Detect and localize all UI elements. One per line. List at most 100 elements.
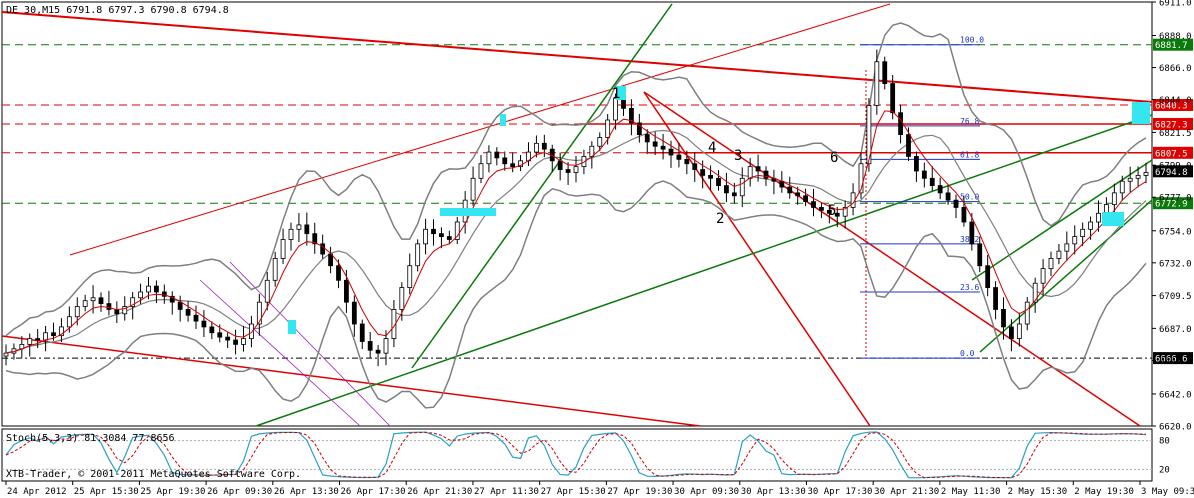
candle-body — [154, 285, 159, 293]
candle-body — [454, 221, 460, 240]
purple-channel-1 — [199, 279, 361, 427]
candle-body — [98, 297, 104, 305]
candle-body — [177, 301, 183, 310]
candle-body — [914, 156, 919, 172]
price-label: 6772.9 — [1155, 200, 1188, 210]
candle-body — [351, 301, 357, 325]
candle-body — [842, 207, 848, 217]
candle-body — [700, 169, 706, 176]
candle-body — [201, 320, 207, 328]
y-tick-label: 6799.0 — [1159, 162, 1192, 172]
fib-level-label: 23.6 — [960, 283, 979, 292]
candle-body — [423, 228, 428, 245]
candle-body — [890, 83, 896, 114]
candle-body — [534, 142, 539, 153]
x-tick-label: 30 Apr 21:30 — [874, 487, 939, 497]
candle-body — [1040, 268, 1046, 284]
price-label-box — [1153, 197, 1193, 210]
horizontal-levels: 6881.76840.36827.36807.56794.86772.96666… — [2, 38, 1193, 365]
candle-body — [739, 177, 745, 197]
wave-label: 1 — [612, 86, 620, 102]
y-tick-label: 6732.0 — [1159, 259, 1192, 269]
candle-body — [359, 323, 365, 342]
y-tick-label: 6866.0 — [1159, 64, 1192, 74]
copyright-text: XTB-Trader, © 2001-2011 MetaQuotes Softw… — [6, 469, 301, 480]
y-tick-label: 6620.0 — [1159, 423, 1192, 433]
candle-body — [977, 243, 983, 267]
y-tick-label: 6888.0 — [1159, 32, 1192, 42]
candle-body — [1064, 243, 1070, 252]
moving-average-line — [5, 110, 1147, 354]
candle-body — [510, 163, 516, 168]
x-tick-label: 2 May 15:30 — [1008, 487, 1068, 497]
candle-body — [1072, 236, 1078, 245]
x-tick-label: 26 Apr 09:30 — [207, 487, 272, 497]
candle-body — [470, 177, 476, 201]
wave-labels: 1 2 3 4 5 6 — [612, 86, 838, 227]
candle-body — [27, 338, 33, 345]
candle-body — [747, 166, 753, 179]
candle-body — [367, 341, 373, 351]
candle-body — [581, 156, 587, 168]
bollinger-lower — [5, 180, 1147, 409]
channel-line-upper — [69, 3, 891, 256]
x-tick-label: 26 Apr 21:30 — [407, 487, 472, 497]
candle-body — [613, 97, 618, 121]
candle-body — [3, 352, 9, 357]
candle-body — [605, 119, 611, 138]
candle-body — [280, 239, 286, 259]
candle-body — [478, 163, 484, 179]
candle-body — [644, 134, 650, 143]
candle-body — [906, 134, 911, 157]
signal-highlight — [288, 320, 296, 334]
candle-body — [969, 221, 975, 245]
candle-body — [375, 349, 381, 354]
candle-body — [1119, 180, 1125, 194]
time-axis: 24 Apr 2012 25 Apr 15:30 25 Apr 19:30 26 Ap… — [5, 481, 1194, 497]
candle-body — [1135, 174, 1141, 179]
candle-body — [834, 212, 840, 217]
x-tick-label: 27 Apr 19:30 — [607, 487, 672, 497]
candle-body — [446, 236, 452, 240]
signal-highlight — [1102, 212, 1124, 226]
price-label-box — [1153, 146, 1193, 159]
x-tick-label: 27 Apr 11:30 — [474, 487, 539, 497]
fan-line-red-1 — [643, 91, 871, 427]
candle-body — [819, 207, 824, 211]
candle-body — [138, 291, 143, 299]
stoch-level-label: 20 — [1159, 465, 1170, 475]
candle-body — [502, 157, 508, 165]
candle-body — [439, 233, 444, 237]
candle-body — [296, 224, 302, 230]
candle-body — [636, 122, 642, 135]
candle-body — [74, 306, 80, 318]
candle-body — [407, 265, 413, 288]
x-tick-label: 2 May 11:30 — [941, 487, 1001, 497]
price-label: 6794.8 — [1155, 168, 1188, 178]
x-tick-label: 30 Apr 13:30 — [741, 487, 806, 497]
candle-body — [344, 279, 349, 303]
fib-level-label: 0.0 — [960, 349, 975, 358]
candle-body — [755, 166, 761, 172]
wave-label: 6 — [830, 150, 838, 166]
x-tick-label: 3 May 09:30 — [1141, 487, 1194, 497]
candle-body — [1088, 221, 1093, 230]
fib-level-label: 61.8 — [960, 150, 979, 159]
candle-body — [716, 177, 721, 186]
chart-header: DE 30,M15 6791.8 6797.3 6790.8 6794.8 — [6, 5, 229, 16]
candle-body — [811, 201, 816, 208]
candle-body — [731, 192, 737, 197]
candle-body — [1024, 301, 1030, 325]
price-label: 6881.7 — [1155, 41, 1188, 51]
candle-body — [787, 186, 793, 194]
candle-body — [185, 309, 191, 316]
stochastic-oscillator: 80 20 — [2, 431, 1170, 479]
y-tick-label: 6777.0 — [1159, 194, 1192, 204]
candle-body — [272, 258, 278, 281]
candle-body — [985, 265, 991, 288]
candle-body — [51, 332, 56, 337]
candle-body — [217, 332, 223, 338]
price-label-box — [1153, 99, 1193, 112]
y-tick-label: 6687.0 — [1159, 325, 1192, 335]
